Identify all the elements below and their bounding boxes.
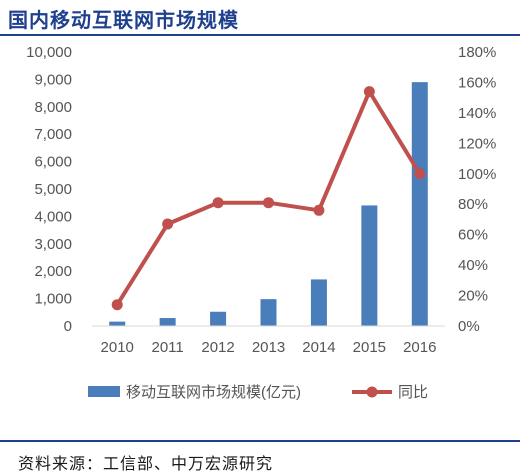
y-right-tick-label: 100% (458, 166, 496, 183)
line-point (263, 197, 274, 209)
legend-swatch-bar (88, 386, 120, 397)
y-right-tick-label: 80% (458, 196, 488, 213)
footer-divider (0, 440, 520, 442)
x-tick-label: 2013 (252, 339, 285, 356)
bar (109, 321, 126, 326)
y-right-tick-label: 160% (458, 74, 496, 91)
x-tick-label: 2010 (101, 339, 134, 356)
y-right-tick-labels: 0% 20% 40% 60% 80% 100% 120% 140% 160% 180% (458, 44, 496, 335)
y-left-tick-label: 9,000 (34, 71, 72, 88)
line-point (313, 204, 325, 216)
y-left-tick-label: 0 (64, 318, 72, 335)
y-left-tick-label: 5,000 (34, 181, 72, 198)
line-point (212, 197, 224, 209)
x-tick-labels: 2010 2011 2012 2013 2014 2015 2016 (101, 339, 437, 356)
legend: 移动互联网市场规模(亿元) 同比 (88, 384, 428, 401)
y-right-tick-label: 0% (458, 318, 480, 335)
combo-chart: 0 1,000 2,000 3,000 4,000 5,000 6,000 7,000 8,00… (26, 44, 496, 401)
bar (310, 279, 327, 326)
legend-swatch-marker (366, 386, 378, 398)
x-tick-label: 2011 (152, 339, 184, 356)
y-left-tick-label: 8,000 (34, 99, 72, 116)
y-right-tick-label: 180% (458, 44, 496, 61)
y-left-tick-label: 2,000 (34, 263, 72, 280)
bar (210, 311, 227, 326)
y-left-tick-label: 1,000 (34, 291, 72, 308)
y-left-tick-label: 6,000 (34, 154, 72, 171)
line-point (363, 86, 375, 98)
line-point (162, 218, 174, 230)
bar (361, 205, 378, 326)
y-right-tick-label: 20% (458, 288, 488, 305)
line-point (111, 299, 123, 311)
y-left-tick-label: 10,000 (26, 44, 72, 61)
bar (411, 82, 428, 326)
x-tick-label: 2014 (302, 339, 335, 356)
y-right-tick-label: 40% (458, 257, 488, 274)
bar (159, 318, 176, 326)
x-tick-label: 2016 (403, 339, 436, 356)
y-right-tick-label: 120% (458, 135, 496, 152)
legend-label-line: 同比 (398, 384, 428, 401)
bar (260, 299, 277, 326)
page-title: 国内移动互联网市场规模 (8, 8, 239, 32)
title-divider (0, 34, 520, 36)
y-left-tick-label: 3,000 (34, 236, 72, 253)
y-left-tick-label: 4,000 (34, 208, 72, 225)
y-right-tick-label: 140% (458, 105, 496, 122)
line-series (111, 86, 426, 311)
line-point (414, 168, 426, 180)
legend-label-bar: 移动互联网市场规模(亿元) (126, 384, 301, 401)
bar-series (109, 82, 428, 326)
y-left-tick-labels: 0 1,000 2,000 3,000 4,000 5,000 6,000 7,000 8,00… (26, 44, 72, 335)
x-tick-label: 2015 (353, 339, 386, 356)
y-left-tick-label: 7,000 (34, 126, 72, 143)
x-tick-label: 2012 (201, 339, 234, 356)
source-note: 资料来源：工信部、中万宏源研究 (18, 454, 274, 473)
y-right-tick-label: 60% (458, 227, 488, 244)
